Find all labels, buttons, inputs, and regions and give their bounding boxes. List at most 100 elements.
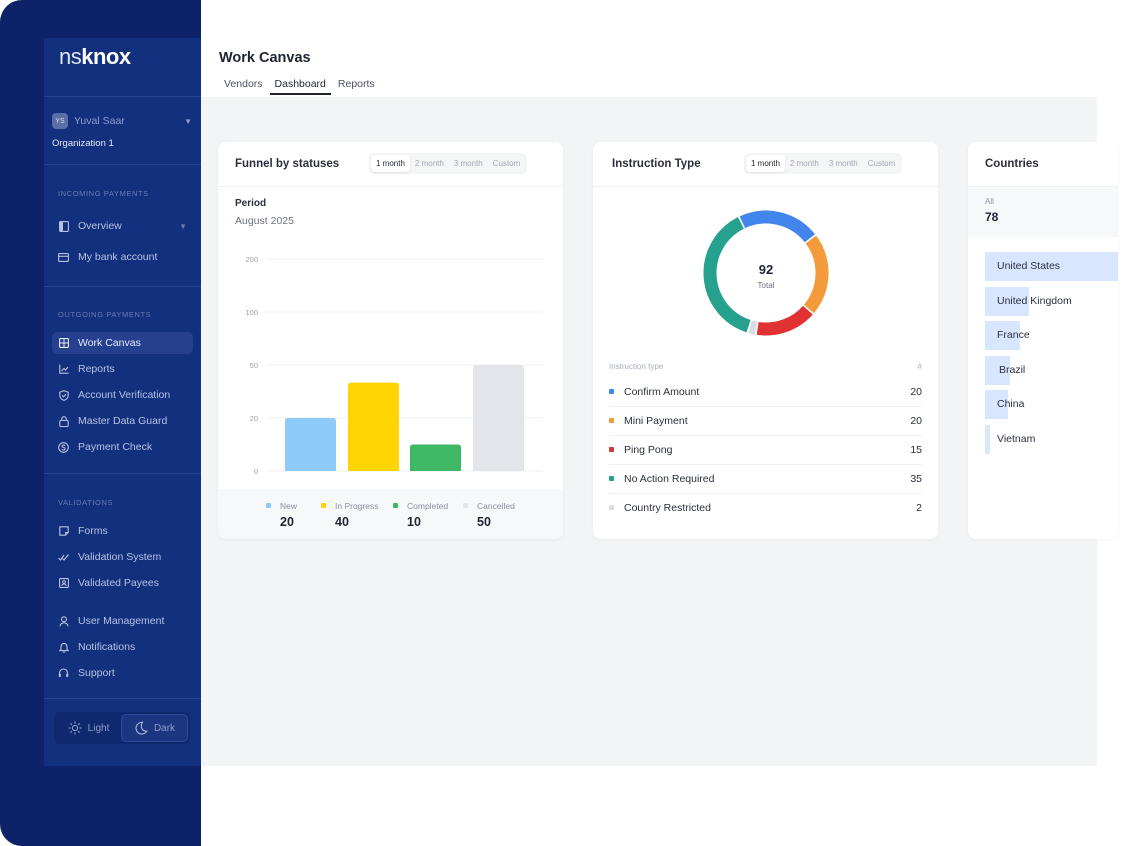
period-label: Period — [235, 198, 267, 209]
legend-value: 50 — [477, 515, 491, 529]
country-bar[interactable] — [985, 355, 1010, 385]
table-row[interactable]: Ping Pong 15 — [609, 436, 922, 465]
row-label: Country Restricted — [624, 502, 711, 514]
range-2-month[interactable]: 2 month — [789, 159, 819, 168]
donut-slice-country-restricted[interactable] — [748, 320, 758, 335]
country-bar[interactable] — [985, 390, 1008, 420]
legend-swatch — [609, 389, 614, 394]
countries-title: Countries — [985, 158, 1039, 170]
table-row[interactable]: Country Restricted 2 — [609, 494, 922, 523]
sidebar-item-reports[interactable]: Reports — [52, 358, 193, 380]
country-label: Vietnam — [997, 433, 1036, 445]
sidebar-item-my-bank-account[interactable]: My bank account — [52, 246, 193, 268]
sidebar-item-validation-system[interactable]: Validation System — [52, 546, 193, 568]
legend-swatch — [609, 476, 614, 481]
legend-value: 10 — [407, 515, 421, 529]
range-3-month[interactable]: 3 month — [453, 159, 483, 168]
row-label: Mini Payment — [624, 415, 688, 427]
user-switcher[interactable]: YS Yuval Saar ▼ — [52, 112, 192, 130]
instruction-title: Instruction Type — [612, 158, 701, 170]
card-divider — [593, 186, 938, 187]
table-row[interactable]: Confirm Amount 20 — [609, 378, 922, 407]
sidebar-divider — [44, 96, 201, 97]
theme-light-label: Light — [87, 722, 110, 734]
range-3-month[interactable]: 3 month — [828, 159, 858, 168]
page-title: Work Canvas — [219, 50, 311, 66]
sidebar: nsknox YS Yuval Saar ▼ Organization 1 IN… — [44, 38, 201, 766]
dollar-circle-icon — [58, 441, 69, 453]
country-bar[interactable] — [985, 252, 1118, 281]
range-custom[interactable]: Custom — [867, 159, 896, 168]
funnel-card: Funnel by statuses 1 month 2 month 3 mon… — [218, 142, 563, 539]
tab-reports[interactable]: Reports — [337, 78, 375, 90]
tab-dashboard[interactable]: Dashboard — [269, 78, 331, 95]
theme-switch: Light Dark — [54, 712, 190, 744]
dashboard-canvas: Funnel by statuses 1 month 2 month 3 mon… — [201, 97, 1118, 766]
theme-light-button[interactable]: Light — [56, 714, 121, 742]
double-check-icon — [58, 552, 69, 563]
range-1-month[interactable]: 1 month — [371, 155, 410, 172]
country-bar[interactable] — [985, 321, 1020, 351]
country-bar[interactable] — [985, 286, 1029, 316]
organization-name: Organization 1 — [52, 138, 114, 149]
country-bar[interactable] — [985, 425, 990, 454]
tab-vendors[interactable]: Vendors — [224, 78, 263, 90]
table-row[interactable]: No Action Required 35 — [609, 465, 922, 494]
sidebar-item-forms[interactable]: Forms — [52, 520, 193, 542]
sidebar-item-notifications[interactable]: Notifications — [52, 636, 193, 658]
sidebar-item-overview[interactable]: Overview ▼ — [52, 215, 193, 237]
bar-cancelled[interactable] — [473, 365, 524, 471]
theme-dark-button[interactable]: Dark — [121, 714, 188, 742]
logo-prefix: ns — [59, 44, 82, 69]
legend-swatch — [609, 418, 614, 423]
sidebar-divider — [44, 473, 201, 474]
row-count: 2 — [916, 502, 922, 514]
y-tick-label: 50 — [250, 361, 258, 370]
section-outgoing-payments: OUTGOING PAYMENTS — [58, 310, 152, 319]
sidebar-item-label: Validation System — [78, 551, 162, 563]
row-count: 20 — [910, 386, 922, 398]
column-instruction-type: Instruction type — [609, 362, 664, 371]
sidebar-item-label: Notifications — [78, 641, 136, 653]
countries-all-label: All — [985, 197, 994, 206]
id-card-icon — [58, 578, 69, 589]
legend-swatch — [609, 447, 614, 452]
donut-slice-mini-payment[interactable] — [803, 235, 829, 314]
sidebar-item-account-verification[interactable]: Account Verification — [52, 384, 193, 406]
donut-slice-ping-pong[interactable] — [756, 305, 813, 336]
sidebar-item-label: Validated Payees — [78, 577, 159, 589]
funnel-legend: New 20 In Progress 40 Completed 10 Cancelled 50 — [218, 489, 563, 539]
country-label: Brazil — [999, 363, 1026, 376]
range-2-month[interactable]: 2 month — [414, 159, 444, 168]
bar-in-progress[interactable] — [348, 382, 399, 471]
sidebar-item-support[interactable]: Support — [52, 662, 193, 684]
range-custom[interactable]: Custom — [492, 159, 521, 168]
sidebar-item-validated-payees[interactable]: Validated Payees — [52, 572, 193, 594]
sidebar-item-user-management[interactable]: User Management — [52, 610, 193, 632]
row-label: No Action Required — [624, 473, 715, 485]
sidebar-item-label: Support — [78, 667, 115, 679]
period-value: August 2025 — [235, 215, 294, 227]
instruction-table-header: Instruction type # — [609, 362, 922, 371]
countries-all-value: 78 — [985, 210, 999, 224]
line-chart-icon — [58, 364, 69, 375]
instruction-donut-chart — [703, 210, 829, 336]
sidebar-item-work-canvas[interactable]: Work Canvas — [52, 332, 193, 354]
sidebar-item-label: Work Canvas — [78, 337, 141, 349]
legend-label: Completed — [407, 501, 449, 511]
instruction-type-card: Instruction Type 1 month 2 month 3 month… — [593, 142, 938, 539]
moon-icon — [135, 721, 148, 735]
bar-completed[interactable] — [410, 444, 461, 472]
y-tick-label: 100 — [245, 308, 258, 317]
sidebar-item-master-data-guard[interactable]: Master Data Guard — [52, 410, 193, 432]
donut-slice-confirm-amount[interactable] — [739, 210, 815, 243]
bar-new[interactable] — [285, 418, 336, 471]
table-row[interactable]: Mini Payment 20 — [609, 407, 922, 436]
sidebar-divider — [44, 164, 201, 165]
legend-swatch — [609, 505, 614, 510]
legend-label: Cancelled — [477, 501, 515, 511]
donut-slice-no-action-required[interactable] — [703, 217, 751, 333]
sidebar-item-payment-check[interactable]: Payment Check — [52, 436, 193, 458]
range-1-month[interactable]: 1 month — [746, 155, 785, 172]
